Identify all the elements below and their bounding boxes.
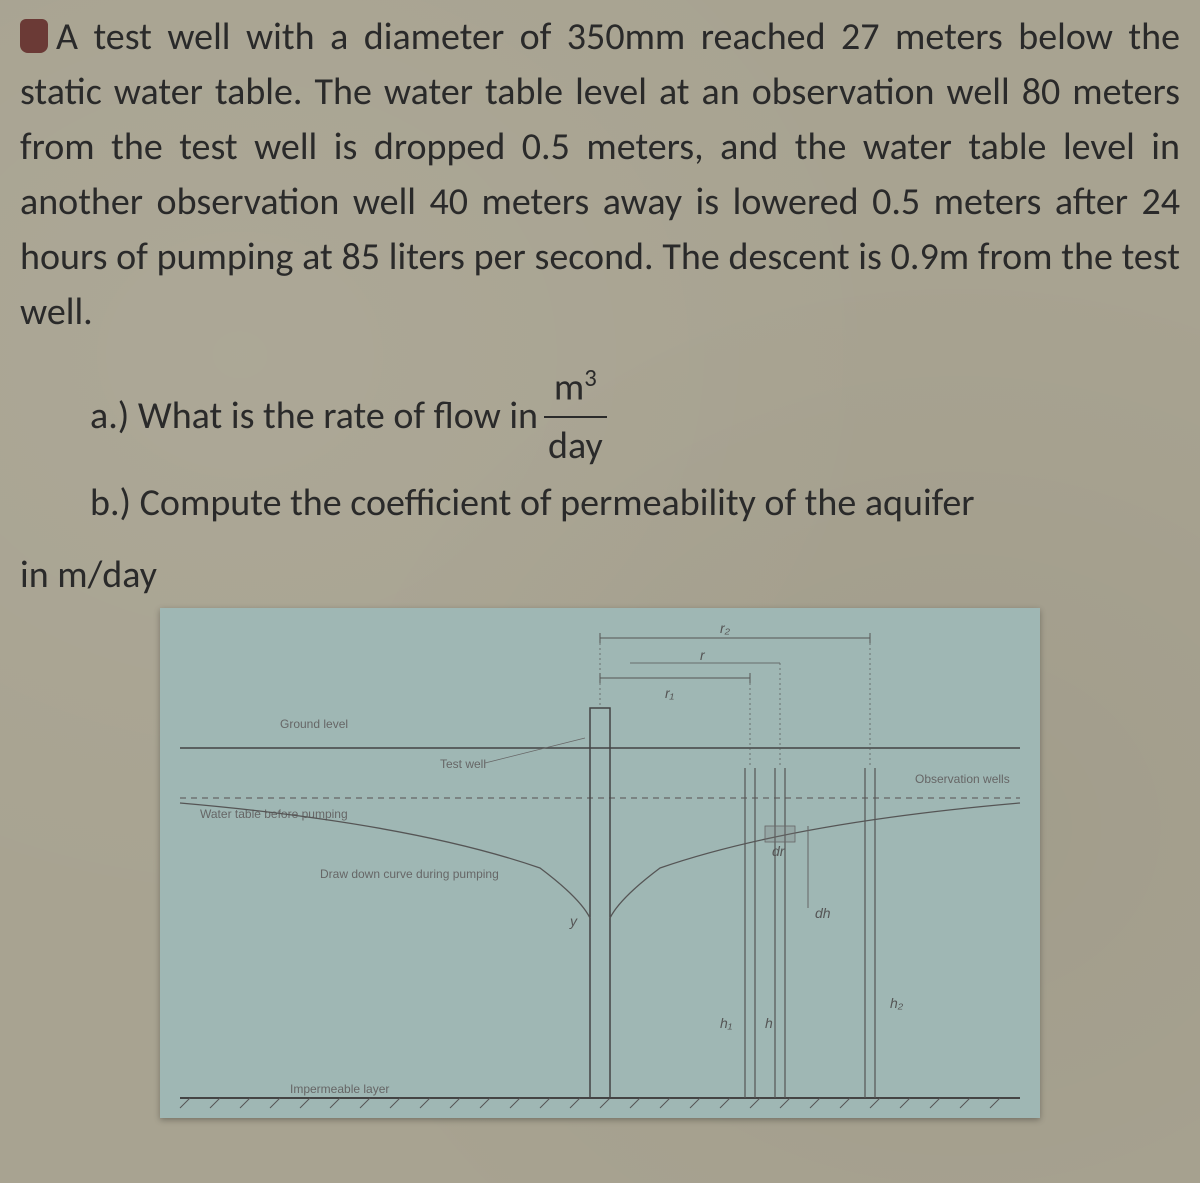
problem-statement: A test well with a diameter of 350mm rea… (20, 10, 1180, 341)
lbl-dh: dh (815, 905, 831, 921)
lbl-h1: h₁ (720, 1015, 733, 1031)
lbl-h2: h₂ (890, 995, 904, 1011)
fraction-m3-day: m3 day (544, 359, 607, 476)
lbl-test-well: Test well (440, 757, 486, 771)
well-diagram: Ground level Water table before pumping (160, 608, 1040, 1118)
frac-num-exp: 3 (584, 362, 597, 393)
question-b-line1: b.) Compute the coefficient of permeabil… (90, 475, 1180, 532)
diagram-svg: Ground level Water table before pumping (160, 608, 1040, 1118)
question-b: b.) Compute the coefficient of permeabil… (90, 475, 1180, 532)
lbl-drawdown1: Draw down curve during pumping (320, 867, 499, 881)
bullet-icon (20, 19, 48, 53)
lbl-impermeable: Impermeable layer (290, 1082, 389, 1096)
question-b-line2: in m/day (20, 552, 1180, 598)
lbl-y: y (569, 913, 578, 929)
frac-num: m (554, 364, 584, 410)
question-a-label: a.) What is the rate of flow in (90, 388, 538, 445)
frac-den: day (544, 418, 607, 475)
lbl-r2: r₂ (720, 620, 731, 636)
lbl-h: h (765, 1015, 773, 1031)
lbl-water-table: Water table before pumping (200, 807, 348, 821)
problem-text-content: A test well with a diameter of 350mm rea… (20, 14, 1180, 335)
lbl-dr: dr (772, 843, 786, 859)
lbl-ground: Ground level (280, 717, 348, 731)
lbl-r: r (700, 647, 706, 663)
lbl-obs-wells: Observation wells (915, 772, 1010, 786)
lbl-r1: r₁ (665, 685, 675, 701)
question-a: a.) What is the rate of flow in m3 day (90, 359, 1180, 476)
